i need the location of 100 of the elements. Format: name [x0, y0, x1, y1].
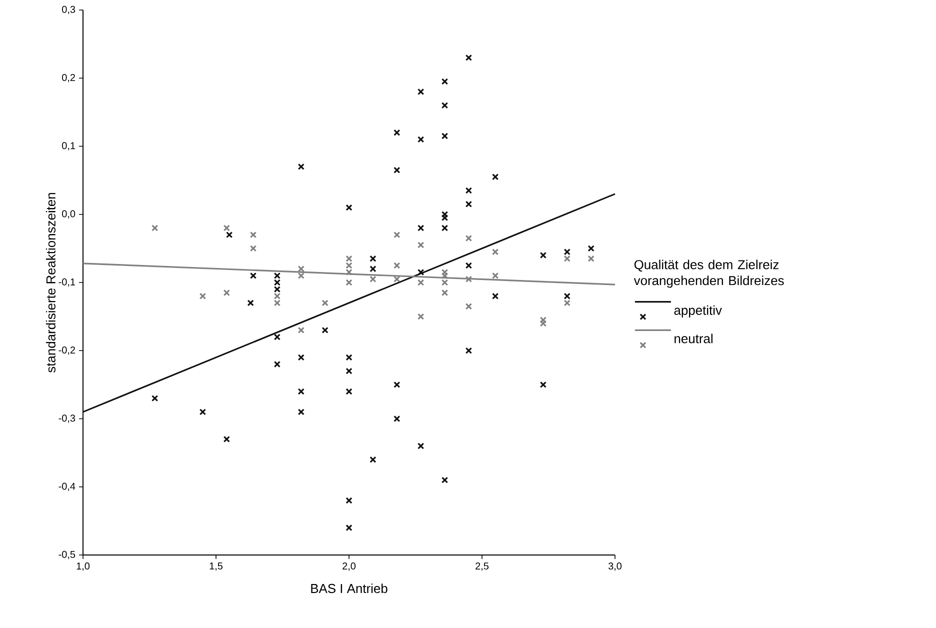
- x-axis-title: BAS I Antrieb: [311, 584, 388, 594]
- y-tick-label: 0,3: [62, 6, 76, 14]
- point: [370, 255, 376, 262]
- point: [564, 300, 570, 306]
- x-tick-label: 2,5: [476, 562, 489, 571]
- point: [250, 231, 257, 238]
- point: [417, 224, 424, 232]
- point: [298, 326, 304, 334]
- point: [465, 187, 472, 194]
- point: [394, 381, 400, 388]
- point: [394, 262, 400, 269]
- y-tick-label: 0,0: [62, 210, 76, 218]
- point: [417, 313, 424, 320]
- point: [346, 255, 352, 262]
- point: [370, 276, 376, 282]
- point: [540, 381, 547, 388]
- point: [346, 368, 352, 374]
- point: [223, 224, 230, 232]
- point: [346, 262, 352, 269]
- point: [417, 136, 424, 143]
- x-tick-label: 1,5: [210, 562, 223, 571]
- point: [441, 132, 448, 140]
- point: [465, 302, 472, 310]
- point: [274, 360, 281, 368]
- point: [394, 129, 400, 136]
- point: [441, 289, 448, 296]
- point: [298, 272, 304, 280]
- point: [441, 476, 448, 484]
- point: [394, 415, 400, 422]
- point: [151, 224, 158, 232]
- point: [588, 255, 594, 262]
- y-tick-label: -0,4: [58, 482, 76, 491]
- point: [346, 354, 352, 361]
- point: [465, 200, 472, 208]
- point: [417, 442, 424, 450]
- point: [346, 524, 352, 532]
- point: [492, 248, 499, 256]
- point: [492, 272, 499, 280]
- point: [492, 174, 499, 180]
- point: [465, 262, 472, 269]
- point: [274, 292, 281, 300]
- y-tick-label: 0,2: [62, 74, 75, 82]
- point: [250, 272, 257, 280]
- point: [465, 234, 472, 242]
- legend-label: appetitiv: [674, 305, 722, 318]
- y-axis-title: standardisierte Reaktionszeiten: [46, 193, 56, 372]
- legend-label: neutral: [674, 334, 712, 344]
- point: [346, 388, 352, 395]
- point: [298, 354, 304, 361]
- point: [394, 231, 400, 238]
- point: [322, 300, 328, 306]
- point: [322, 326, 328, 334]
- point: [274, 334, 281, 340]
- y-tick-label: -0,3: [58, 414, 76, 423]
- point: [441, 272, 448, 280]
- point: [346, 268, 352, 276]
- y-tick-label: -0,5: [58, 550, 76, 560]
- point: [274, 286, 281, 293]
- point: [417, 268, 424, 276]
- point: [394, 166, 400, 174]
- point: [540, 320, 547, 327]
- point: [223, 289, 230, 296]
- point: [417, 279, 424, 286]
- point: [441, 211, 448, 218]
- y-tick-label: -0,2: [58, 346, 75, 355]
- point: [346, 204, 352, 211]
- x-tick-label: 1,0: [76, 562, 90, 571]
- y-tick-label: 0,1: [62, 142, 76, 150]
- point: [370, 266, 376, 272]
- point: [540, 316, 547, 324]
- point: [298, 266, 304, 272]
- point: [394, 276, 400, 282]
- legend-title: Qualität des dem Zielreiz vorangehenden Bildreizes: [634, 260, 784, 288]
- point: [564, 248, 570, 256]
- point: [298, 163, 304, 170]
- point: [441, 102, 448, 109]
- point: [441, 268, 448, 276]
- point: [441, 279, 448, 286]
- point: [346, 279, 352, 286]
- point: [588, 245, 594, 252]
- point: [226, 231, 233, 238]
- point: [564, 292, 570, 300]
- point: [151, 394, 158, 402]
- point: [492, 292, 499, 300]
- point: [417, 88, 424, 96]
- point: [441, 214, 448, 222]
- point: [298, 388, 304, 395]
- point: [540, 252, 547, 259]
- point: [274, 272, 281, 280]
- point: [250, 245, 257, 252]
- point: [465, 347, 472, 354]
- point: [441, 78, 448, 85]
- point: [346, 497, 352, 504]
- y-tick-label: -0,1: [58, 278, 76, 287]
- point: [247, 300, 254, 306]
- point: [274, 279, 281, 286]
- point: [199, 292, 206, 300]
- point: [465, 54, 472, 62]
- point: [199, 408, 206, 416]
- point: [298, 408, 304, 416]
